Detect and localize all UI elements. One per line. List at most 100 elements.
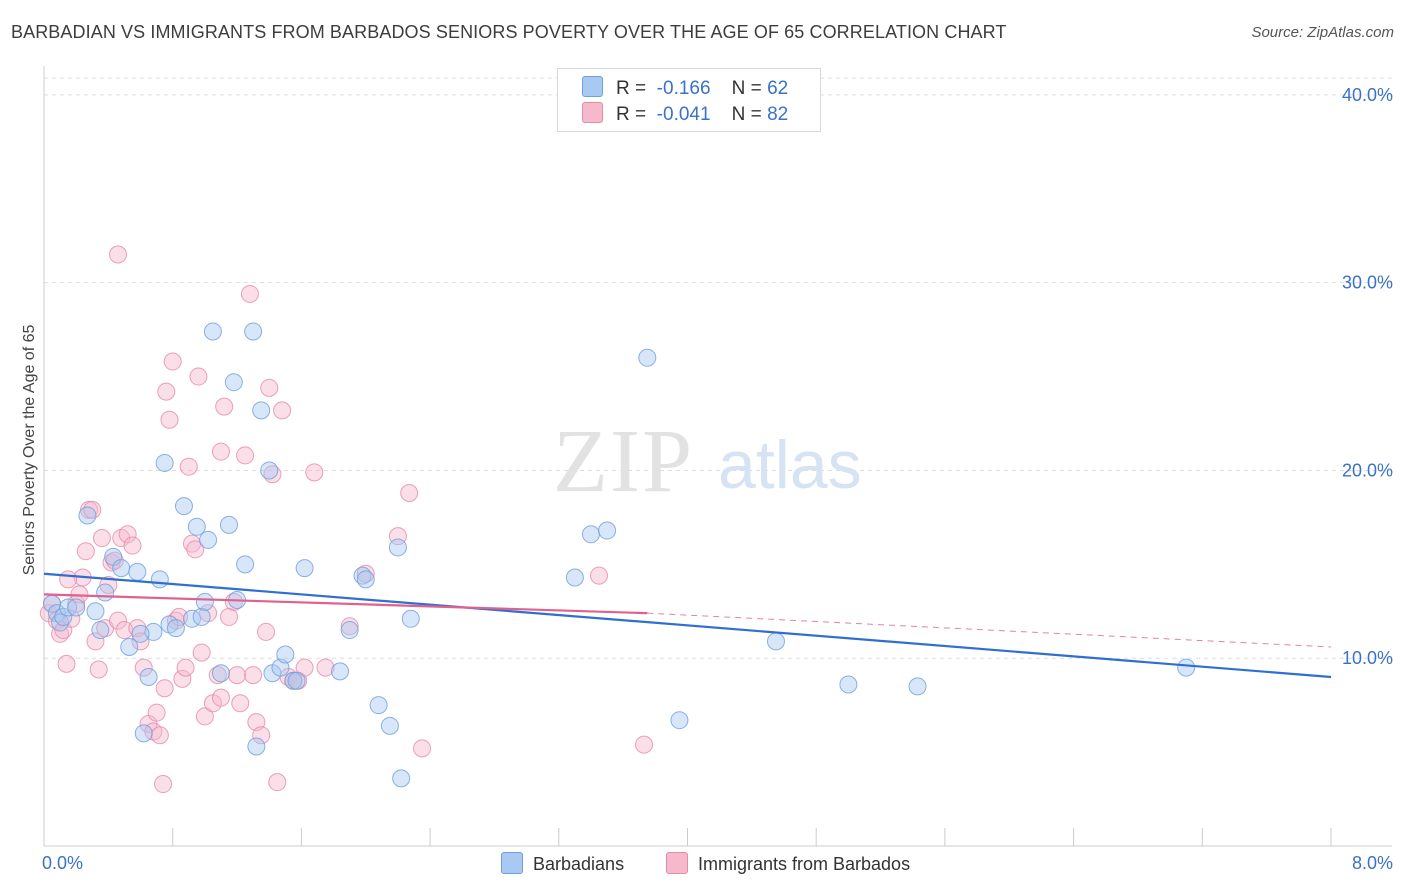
point-barbadian <box>128 562 147 581</box>
point-immigrants-from-barbados <box>76 542 95 561</box>
point-barbadian <box>252 401 271 420</box>
legend-r-value: -0.041 <box>656 104 711 125</box>
point-barbadian <box>112 559 131 578</box>
watermark-atlas: atlas <box>718 427 862 503</box>
point-barbadian <box>166 619 185 638</box>
point-immigrants-from-barbados <box>109 245 128 264</box>
watermark-zip: ZIP <box>553 412 694 511</box>
legend-n-value: 82 <box>767 104 789 125</box>
point-immigrants-from-barbados <box>134 658 153 677</box>
point-barbadian <box>134 724 153 743</box>
point-immigrants-from-barbados <box>109 611 128 630</box>
point-immigrants-from-barbados <box>123 536 142 555</box>
point-immigrants-from-barbados <box>236 446 255 465</box>
point-barbadian <box>195 592 214 611</box>
point-immigrants-from-barbados <box>244 666 263 685</box>
legend-n-label: N = <box>731 78 762 99</box>
point-immigrants-from-barbados <box>179 457 198 476</box>
point-immigrants-from-barbados <box>86 632 105 651</box>
y-tick-label: 40.0% <box>1342 85 1393 105</box>
point-barbadian <box>120 637 139 656</box>
point-immigrants-from-barbados <box>305 463 324 482</box>
point-barbadian <box>199 530 218 549</box>
point-immigrants-from-barbados <box>260 378 279 397</box>
point-barbadian <box>766 632 785 651</box>
source-label: Source: ZipAtlas.com <box>1251 24 1394 41</box>
point-barbadian <box>638 348 657 367</box>
point-barbadian <box>192 607 211 626</box>
point-barbadian <box>78 506 97 525</box>
point-immigrants-from-barbados <box>59 570 78 589</box>
point-immigrants-from-barbados <box>211 442 230 461</box>
point-barbadian <box>91 621 110 640</box>
point-barbadian <box>150 570 169 589</box>
point-barbadian <box>131 624 150 643</box>
point-immigrants-from-barbados <box>413 739 432 758</box>
point-barbadian <box>260 461 279 480</box>
legend-r-label: R = <box>616 104 647 125</box>
point-immigrants-from-barbados <box>57 654 76 673</box>
point-barbadian <box>392 769 411 788</box>
point-immigrants-from-barbados <box>215 397 234 416</box>
legend-item-immigrants[interactable]: Immigrants from Barbados <box>666 852 910 875</box>
point-immigrants-from-barbados <box>635 735 654 754</box>
trendline-immigrants-extension <box>647 612 1332 648</box>
point-immigrants-from-barbados <box>228 666 247 685</box>
point-immigrants-from-barbados <box>195 707 214 726</box>
point-barbadian <box>54 607 73 626</box>
legend-swatch-blue <box>501 852 523 874</box>
series-legend: Barbadians Immigrants from Barbados <box>0 852 1406 876</box>
point-barbadian <box>67 598 86 617</box>
point-barbadian <box>244 322 263 341</box>
point-barbadian <box>565 568 584 587</box>
point-barbadian <box>908 677 927 696</box>
point-immigrants-from-barbados <box>240 284 259 303</box>
legend-item-barbadians[interactable]: Barbadians <box>501 852 624 875</box>
point-barbadian <box>174 497 193 516</box>
point-barbadian <box>139 668 158 687</box>
point-barbadian <box>220 515 239 534</box>
point-immigrants-from-barbados <box>220 607 239 626</box>
trendline-barbadians <box>43 572 1332 679</box>
point-barbadian <box>276 645 295 664</box>
point-immigrants-from-barbados <box>252 726 271 745</box>
point-immigrants-from-barbados <box>316 658 335 677</box>
legend-r-value: -0.166 <box>656 78 711 99</box>
point-immigrants-from-barbados <box>231 694 250 713</box>
watermark: ZIP atlas <box>553 412 862 511</box>
point-immigrants-from-barbados <box>157 382 176 401</box>
legend-swatch-blue <box>582 76 603 97</box>
point-barbadian <box>224 373 243 392</box>
point-immigrants-from-barbados <box>189 367 208 386</box>
point-barbadian <box>203 322 222 341</box>
point-barbadian <box>670 711 689 730</box>
tick-labels: 10.0% 20.0% 30.0% 40.0% 0.0% 8.0% <box>42 85 1393 873</box>
legend-swatch-pink <box>666 852 688 874</box>
point-immigrants-from-barbados <box>147 703 166 722</box>
point-immigrants-from-barbados <box>155 679 174 698</box>
point-barbadian <box>369 696 388 715</box>
trendline-immigrants <box>43 593 648 615</box>
legend-label-immigrants: Immigrants from Barbados <box>698 854 911 874</box>
point-barbadian <box>187 517 206 536</box>
legend-n-label: N = <box>731 104 762 125</box>
point-barbadian <box>86 602 105 621</box>
point-immigrants-from-barbados <box>173 669 192 688</box>
point-immigrants-from-barbados <box>224 592 243 611</box>
point-immigrants-from-barbados <box>186 540 205 559</box>
points-immigrants-from-barbados <box>39 245 654 794</box>
point-barbadian <box>295 559 314 578</box>
point-immigrants-from-barbados <box>118 525 137 544</box>
point-barbadian <box>401 609 420 628</box>
legend-swatch-pink <box>582 102 603 123</box>
point-immigrants-from-barbados <box>273 401 292 420</box>
point-barbadian <box>356 570 375 589</box>
legend-row-immigrants: R = -0.041 N = 82 <box>582 102 789 125</box>
point-barbadian <box>388 538 407 557</box>
point-barbadian <box>340 621 359 640</box>
point-immigrants-from-barbados <box>192 643 211 662</box>
y-tick-label: 30.0% <box>1342 273 1393 293</box>
point-barbadian <box>331 662 350 681</box>
x-tick-label-max: 8.0% <box>1352 853 1393 873</box>
point-immigrants-from-barbados <box>89 660 108 679</box>
